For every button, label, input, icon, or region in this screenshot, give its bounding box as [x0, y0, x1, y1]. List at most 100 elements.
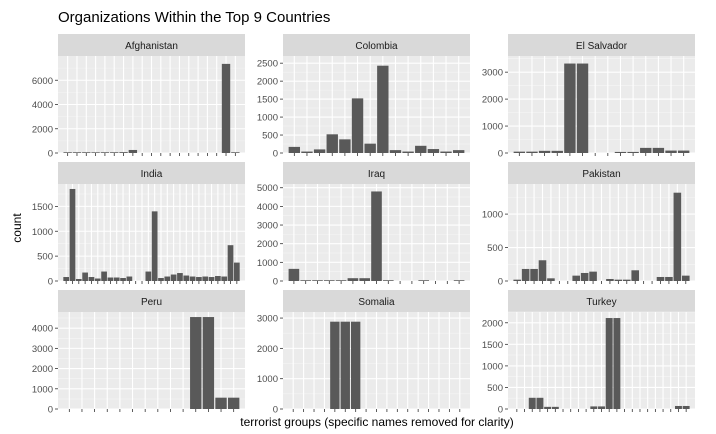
bar [288, 146, 301, 153]
bar [312, 280, 323, 281]
bar [323, 280, 335, 281]
bar [335, 280, 347, 281]
y-tick-label: 2000 [32, 364, 53, 375]
y-tick-label: 1000 [32, 384, 53, 395]
bar [300, 280, 312, 281]
y-tick-label: 1000 [257, 374, 278, 385]
bar [196, 277, 202, 281]
facet-strip [508, 290, 695, 312]
bar [113, 277, 120, 281]
facet-label: Somalia [358, 297, 395, 308]
facet-strip [58, 34, 245, 56]
bar [326, 134, 338, 153]
bar [82, 272, 88, 281]
bar [580, 272, 589, 281]
y-tick-label: 3000 [257, 221, 278, 232]
facet-label: Colombia [355, 41, 398, 52]
bar [350, 321, 361, 409]
bar [170, 274, 177, 281]
bar [120, 278, 126, 281]
bar [598, 406, 605, 409]
bar [526, 151, 538, 153]
bar [221, 63, 231, 153]
y-tick-label: 1000 [482, 210, 503, 221]
y-tick-label: 1000 [482, 361, 503, 372]
bar [418, 280, 430, 281]
panel-background [58, 184, 245, 281]
bar [126, 276, 133, 281]
bar [221, 276, 228, 281]
facet-panel: Pakistan 0 500 1000 [482, 162, 695, 288]
bar [72, 152, 82, 153]
y-tick-label: 500 [37, 252, 53, 263]
bar [189, 276, 196, 281]
bar [177, 273, 183, 281]
facet-panel: El Salvador 0 1000 2000 3000 [482, 34, 695, 160]
y-tick-label: 6000 [32, 76, 53, 87]
facet-strip [58, 162, 245, 184]
y-tick-label: 2000 [482, 318, 503, 329]
bar [227, 245, 234, 281]
y-tick-label: 3000 [482, 68, 503, 79]
panel-background [58, 312, 245, 409]
bar [119, 152, 128, 153]
y-tick-label: 2000 [257, 239, 278, 250]
facet-strip [283, 162, 470, 184]
bar [371, 191, 382, 281]
chart-title: Organizations Within the Top 9 Countries [58, 9, 330, 26]
y-tick-label: 0 [498, 405, 503, 416]
bar [614, 279, 623, 281]
bar [82, 152, 91, 153]
bar [452, 150, 465, 153]
bar [145, 271, 152, 281]
bar [640, 147, 652, 153]
facet-panels: Afghanistan 0 2000 4000 6000 Colombia 0 500 1000… [32, 34, 695, 416]
bar [75, 279, 82, 281]
bar [677, 150, 690, 153]
y-tick-label: 2000 [257, 344, 278, 355]
facet-strip [508, 34, 695, 56]
bar [94, 278, 101, 281]
y-tick-label: 4000 [32, 100, 53, 111]
facet-panel: Afghanistan 0 2000 4000 6000 [32, 34, 245, 160]
bar [415, 145, 427, 153]
bar [627, 151, 639, 153]
facet-panel: Iraq 0 1000 2000 3000 4000 5000 [257, 162, 470, 288]
y-tick-label: 5000 [257, 183, 278, 194]
bar [665, 276, 673, 281]
bar [528, 397, 536, 409]
y-tick-label: 4000 [257, 202, 278, 213]
bar [233, 262, 240, 281]
y-tick-label: 1500 [482, 340, 503, 351]
bar [513, 151, 526, 153]
bar [107, 277, 114, 281]
bar [339, 139, 351, 153]
bar [215, 397, 227, 409]
bar [631, 270, 640, 281]
facet-label: Pakistan [582, 169, 620, 180]
panel-background [508, 56, 695, 153]
bar [547, 278, 555, 281]
bar [101, 271, 107, 281]
bar [530, 268, 538, 281]
y-tick-label: 1500 [32, 202, 53, 213]
x-axis-title: terrorist groups (specific names removed… [240, 415, 513, 429]
bar [538, 150, 551, 153]
bar [614, 151, 627, 153]
bar [544, 406, 552, 409]
y-tick-label: 1000 [257, 113, 278, 124]
facet-panel: Peru 0 1000 2000 3000 4000 [32, 290, 245, 416]
facet-label: Afghanistan [125, 41, 178, 52]
bar [183, 275, 190, 281]
y-tick-label: 2500 [257, 59, 278, 70]
facet-strip [283, 290, 470, 312]
bar [208, 277, 215, 281]
bar [128, 149, 138, 153]
y-tick-label: 0 [273, 405, 278, 416]
bar [377, 65, 389, 153]
bar [63, 277, 70, 281]
bar [605, 318, 613, 409]
bar [453, 280, 465, 281]
bar [440, 151, 452, 153]
